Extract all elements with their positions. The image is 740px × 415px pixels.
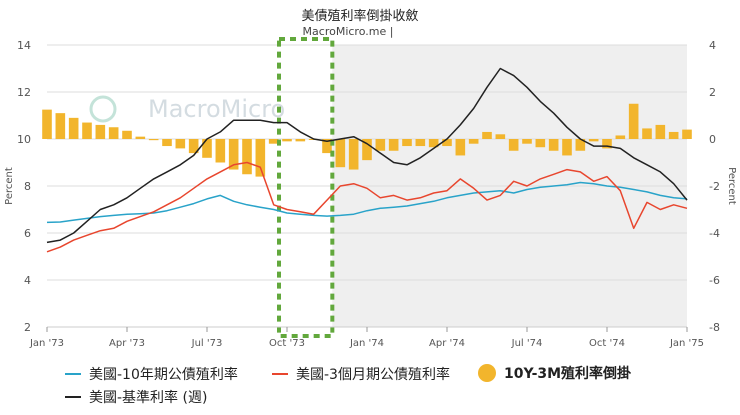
spread-bar [295,139,306,142]
y-tick-right: 4 [709,39,716,52]
spread-bar [615,135,626,139]
chart-svg: 美債殖利率倒掛收斂 MacroMicro.me | MacroMicro 2 4 6 8… [4,8,737,349]
spread-bar [375,139,386,151]
spread-bar [535,139,546,148]
spread-bar [655,124,666,139]
legend-ten-year-swatch [65,373,81,375]
legend-fed-funds-label: 美國-基準利率 (週) [89,390,208,406]
spread-bar [322,139,332,154]
y-tick-right: -6 [709,274,720,287]
legend-spread-swatch [478,364,496,382]
y-tick-right: 0 [709,133,716,146]
spread-bar [602,139,612,149]
spread-bar [642,128,652,139]
spread-bar [455,139,466,156]
legend-item-fed-funds[interactable]: 美國-基準利率 (週) [65,387,207,407]
spread-bar [362,139,372,161]
legend: 美國-10年期公債殖利率 美國-3個月期公債殖利率 10Y-3M殖利率倒掛 美國… [0,358,740,415]
spread-bar [68,117,79,139]
legend-item-ten-year[interactable]: 美國-10年期公債殖利率 [65,364,238,384]
spread-bar [415,139,426,147]
spread-bar [348,139,359,170]
spread-bar [42,109,52,139]
spread-bar [508,139,519,151]
y-tick-left: 2 [24,321,31,334]
legend-three-month-swatch [272,373,288,375]
spread-bar [548,139,559,151]
x-tick-label: Jan '75 [669,338,704,349]
spread-bar [202,139,212,158]
y-tick-right: -4 [709,227,720,240]
spread-bar [402,139,412,147]
legend-ten-year-label: 美國-10年期公債殖利率 [89,367,238,383]
legend-item-spread[interactable]: 10Y-3M殖利率倒掛 [478,363,631,383]
spread-bar [442,139,452,147]
x-tick-label: Apr '73 [109,338,145,349]
spread-bar [495,134,506,139]
spread-bar [522,139,532,144]
y-tick-left: 6 [24,227,31,240]
spread-bar [55,113,66,139]
spread-bar [588,139,599,142]
spread-bar [215,139,226,163]
highlight-box [277,37,335,338]
spread-bar [428,139,439,148]
y-tick-left: 12 [17,86,31,99]
spread-bar [482,131,492,139]
legend-spread-label: 10Y-3M殖利率倒掛 [504,366,632,382]
spread-bar [242,139,252,175]
y-tick-left: 8 [24,180,31,193]
x-tick-label: Oct '74 [589,338,625,349]
y-tick-left: 10 [17,133,31,146]
ten-year-line [46,181,688,224]
x-tick-label: Jul '74 [511,338,543,349]
fed-funds-line [46,67,688,244]
spread-bar [175,139,186,149]
y-tick-right: -8 [709,321,720,334]
spread-bar [255,139,266,177]
spread-bar [335,139,346,168]
watermark-logo [89,95,117,123]
three-month-line [46,161,688,253]
legend-three-month-label: 美國-3個月期公債殖利率 [296,367,450,383]
y-tick-left: 14 [17,39,31,52]
y-tick-right: -2 [709,180,720,193]
spread-bar [682,129,692,139]
spread-bar [95,124,106,139]
spread-bar [162,139,172,147]
y-tick-left: 4 [24,274,31,287]
legend-item-three-month[interactable]: 美國-3個月期公債殖利率 [272,364,450,384]
spread-bar [388,139,399,151]
x-tick-label: Jan '73 [29,338,64,349]
spread-bar [148,139,159,141]
y-axis-label-left: Percent [4,167,15,205]
y-axis-label-right: Percent [726,167,737,205]
spread-bar [82,122,92,139]
spread-bar [188,139,199,154]
watermark: MacroMicro [148,95,285,123]
spread-bar [268,139,279,144]
spread-bar [228,139,239,170]
x-tick-label: Jul '73 [191,338,223,349]
y-tick-right: 2 [709,86,716,99]
spread-bar [668,131,679,139]
legend-fed-funds-swatch [65,396,81,398]
x-tick-label: Apr '74 [429,338,465,349]
chart-title: 美債殖利率倒掛收斂 [301,8,418,24]
chart-subtitle: MacroMicro.me | [303,25,394,38]
spread-bar [468,139,479,144]
spread-bar [575,139,586,151]
spread-bar [135,136,146,139]
spread-bar [562,139,572,156]
x-tick-label: Jan '74 [349,338,384,349]
spread-bar [282,139,292,142]
spread-bar [628,103,639,139]
spread-bar [122,130,132,139]
spread-bar [108,127,119,139]
x-tick-label: Oct '73 [269,338,305,349]
